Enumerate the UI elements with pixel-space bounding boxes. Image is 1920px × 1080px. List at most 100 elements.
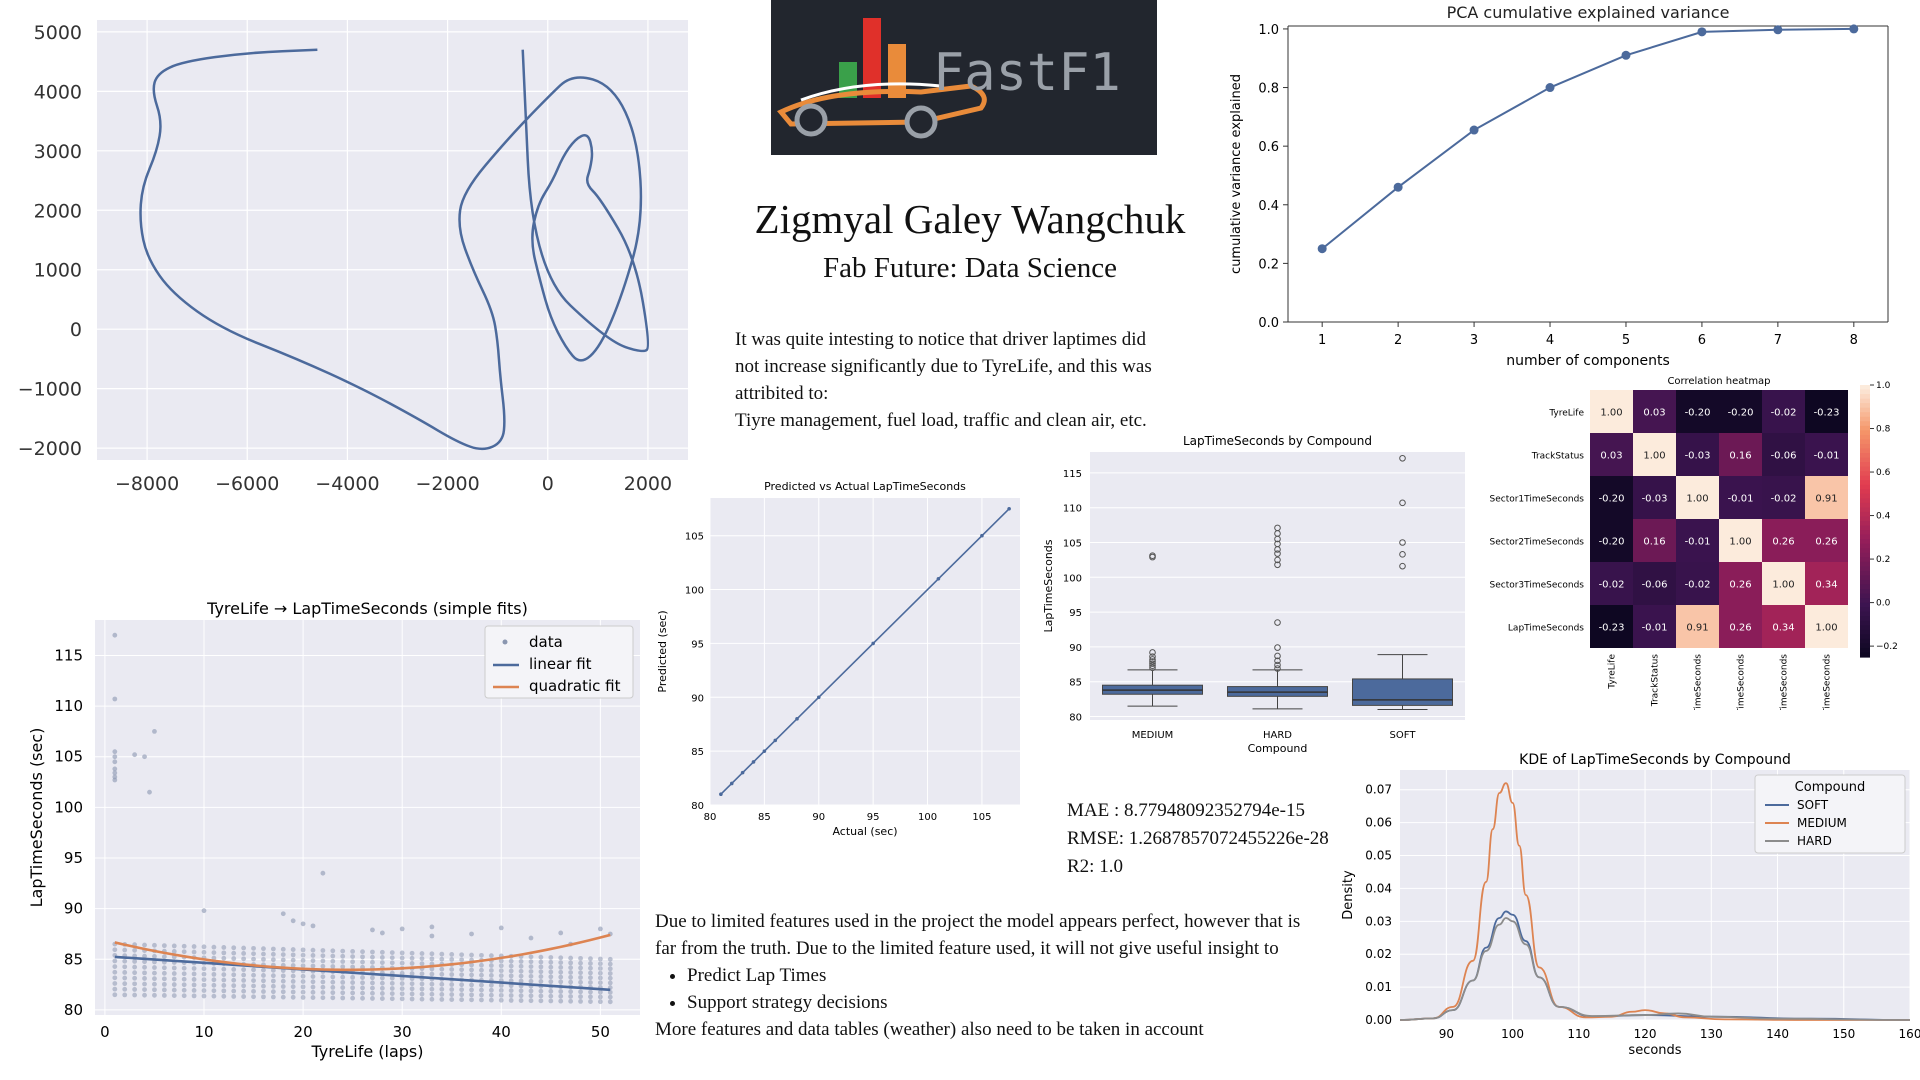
data-point: [201, 944, 207, 950]
data-point: [280, 994, 286, 1000]
data-point: [251, 983, 256, 989]
y-tick-label: 100: [685, 586, 704, 597]
data-point: [251, 972, 256, 978]
x-tick-label: MEDIUM: [1132, 730, 1174, 741]
data-point: [350, 974, 356, 980]
data-point: [1317, 244, 1327, 254]
x-tick-label: 5: [1622, 333, 1630, 348]
colorbar-segment: [1860, 525, 1870, 531]
colorbar-segment: [1860, 502, 1870, 508]
colorbar-segment: [1860, 602, 1870, 608]
heatmap-value: -0.06: [1642, 580, 1668, 591]
colorbar-segment: [1860, 634, 1870, 640]
logo-text: FastF1: [933, 43, 1121, 103]
data-point: [161, 965, 167, 971]
note-line: attribited to:: [735, 383, 829, 404]
data-point: [171, 982, 177, 987]
data-point: [597, 989, 603, 995]
y-tick-label: 85: [64, 950, 83, 968]
data-point: [221, 966, 227, 972]
colorbar-segment: [1860, 385, 1870, 391]
heatmap-value: -0.01: [1814, 451, 1840, 462]
data-point: [548, 955, 554, 960]
data-point: [261, 946, 266, 952]
heatmap-cell: [1590, 562, 1633, 605]
data-point: [389, 955, 395, 961]
legend: [484, 625, 634, 699]
data-point: [290, 963, 296, 968]
data-point: [1697, 27, 1707, 37]
data-point: [429, 956, 435, 962]
conclusion-list: Predict Lap Times Support strategy decis…: [655, 962, 1305, 1016]
data-point: [142, 959, 147, 965]
data-point: [538, 969, 544, 975]
colorbar-label: 0.8: [1876, 425, 1891, 435]
x-tick-label: 140: [1766, 1027, 1789, 1041]
data-point: [261, 956, 266, 962]
colorbar-segment: [1860, 593, 1870, 599]
data-point: [459, 997, 465, 1003]
data-point: [548, 969, 554, 975]
data-point: [132, 947, 138, 953]
x-axis-label: Actual (sec): [832, 825, 897, 838]
colorbar-segment: [1860, 579, 1870, 586]
data-point: [152, 981, 157, 987]
heatmap-cell: [1676, 519, 1719, 562]
colorbar-label: 0.6: [1876, 468, 1891, 478]
data-point: [360, 949, 365, 955]
note-line: Tiyre management, fuel load, traffic and…: [735, 410, 1147, 431]
heatmap-value: -0.01: [1642, 623, 1668, 634]
outlier-point: [1274, 657, 1281, 665]
data-point: [370, 927, 375, 933]
data-point: [479, 962, 484, 968]
data-point: [568, 979, 574, 985]
data-point: [270, 994, 276, 1000]
data-point: [300, 984, 306, 990]
data-point: [261, 978, 266, 984]
colorbar-segment: [1860, 643, 1870, 649]
data-point: [201, 982, 207, 988]
data-point: [181, 971, 187, 977]
data-point: [980, 533, 984, 538]
outlier-point: [1274, 556, 1281, 564]
box: [1352, 678, 1453, 706]
data-point: [360, 975, 365, 980]
data-point: [498, 983, 504, 988]
outlier-point: [1399, 539, 1406, 546]
x-tick-label: 0: [542, 473, 554, 495]
data-point: [479, 967, 484, 973]
data-point: [538, 959, 544, 965]
y-tick-label: 0: [70, 319, 82, 341]
data-point: [607, 980, 613, 986]
heatmap-cell: [1676, 476, 1719, 519]
data-point: [379, 980, 385, 986]
row-label: Sector2TimeSeconds: [1490, 538, 1585, 548]
note-line: not increase significantly due to TyreLi…: [735, 356, 1152, 377]
y-tick-label: 80: [691, 801, 704, 812]
x-tick-label: 95: [867, 812, 880, 823]
data-point: [112, 969, 118, 975]
data-point: [379, 991, 385, 996]
legend-label: MEDIUM: [1797, 816, 1847, 830]
data-point: [310, 995, 316, 1000]
colorbar-segment: [1860, 412, 1870, 418]
data-point: [488, 963, 494, 968]
data-point: [479, 997, 484, 1003]
heatmap-value: -0.23: [1814, 408, 1840, 419]
outlier-point: [1399, 551, 1406, 558]
data-point: [191, 993, 197, 999]
x-tick-label: 105: [972, 812, 991, 823]
data-point: [528, 964, 534, 970]
author-subtitle: Fab Future: Data Science: [823, 252, 1117, 284]
data-point: [399, 970, 405, 976]
data-point: [201, 908, 207, 914]
x-tick-label: −4000: [315, 473, 379, 495]
data-point: [409, 996, 415, 1002]
data-point: [528, 959, 534, 965]
data-point: [161, 954, 167, 960]
data-point: [201, 988, 207, 993]
data-point: [1545, 83, 1555, 93]
data-point: [370, 985, 375, 991]
chart-title: Predicted vs Actual LapTimeSeconds: [764, 480, 966, 493]
data-point: [360, 995, 365, 1001]
